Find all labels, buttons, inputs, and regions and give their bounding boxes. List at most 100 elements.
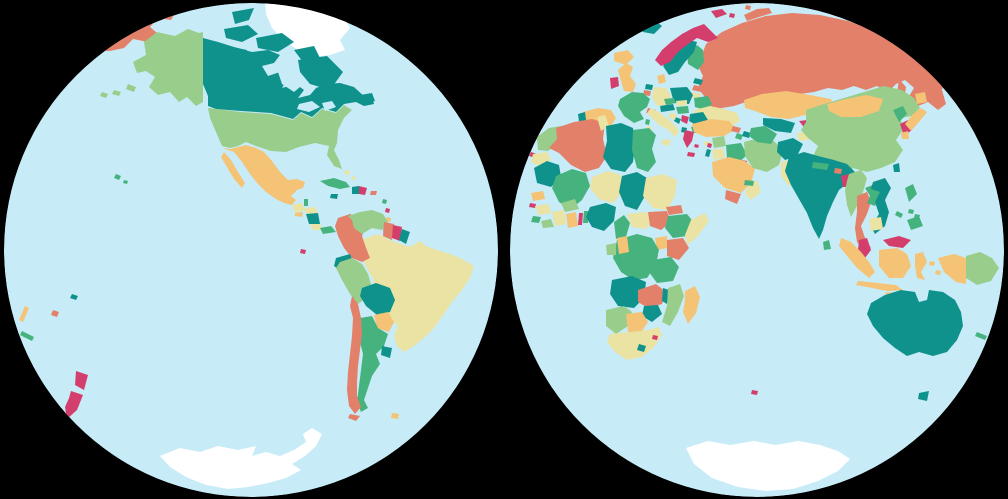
country-croatia (668, 113, 677, 120)
country-greek-islands (694, 144, 699, 148)
country-sri-lanka (823, 240, 831, 250)
country-tasmania (918, 391, 929, 401)
country-baffin-island (298, 56, 343, 90)
country-azerbaijan (742, 131, 751, 138)
country-indonesia (879, 248, 911, 278)
country-zimbabwe (642, 305, 662, 322)
western-hemisphere (4, 3, 498, 497)
country-uruguay (381, 346, 392, 358)
country-ireland (610, 77, 619, 89)
country-nepal (812, 162, 829, 170)
country-norway (655, 24, 718, 66)
country-alaska (133, 29, 203, 106)
country-uganda (655, 236, 667, 250)
country-austria (660, 104, 675, 112)
country-mexico (222, 145, 305, 205)
country-senegal (531, 191, 545, 201)
country-new-caledonia (975, 332, 987, 340)
country-mongolia (827, 95, 883, 117)
country-kenya (667, 238, 689, 260)
country-georgia (731, 126, 741, 133)
great-lakes-east (322, 101, 336, 111)
country-novaya-zemlya (744, 8, 772, 21)
country-hawaii (123, 180, 128, 184)
country-india (785, 152, 855, 239)
country-mozambique (662, 284, 684, 326)
country-crete (687, 152, 695, 157)
country-puerto-rico (370, 191, 377, 195)
country-arctic-island (256, 33, 294, 52)
country-new-caledonia (20, 331, 34, 341)
country-arctic-island (232, 8, 254, 24)
country-dominican-republic (359, 186, 367, 195)
country-brazil (362, 234, 474, 352)
eastern-hemisphere (510, 3, 1004, 497)
country-suriname (392, 225, 402, 241)
country-corsica (645, 119, 650, 125)
country-denmark (657, 74, 666, 84)
country-tierra-del-fuego (348, 414, 360, 421)
country-egypt (632, 128, 656, 172)
country-el-salvador (295, 212, 303, 217)
country-bosnia (674, 117, 681, 124)
country-nigeria (586, 203, 616, 231)
country-sudan (643, 174, 677, 210)
country-sicily (661, 139, 671, 146)
country-ghana (566, 212, 578, 228)
country-turkey (692, 119, 736, 137)
country-taiwan (893, 163, 900, 172)
country-malaysia (883, 236, 911, 248)
country-chad (619, 172, 647, 210)
country-estonia (693, 78, 703, 85)
country-poland (670, 87, 693, 104)
country-tunisia (597, 115, 609, 131)
country-fiji (51, 310, 59, 317)
country-madagascar (683, 286, 700, 324)
country-angola (610, 276, 646, 308)
country-somalia (685, 213, 709, 245)
country-franz-josef (745, 5, 751, 10)
country-indonesia (935, 270, 941, 275)
country-hawaii (114, 174, 121, 180)
country-israel (705, 149, 711, 157)
country-greece (683, 130, 694, 148)
country-togo (578, 213, 583, 225)
country-liberia (541, 219, 554, 228)
country-myanmar (845, 170, 867, 217)
country-svalbard (711, 9, 727, 18)
country-philippines (907, 216, 923, 230)
ocean-western (4, 3, 498, 497)
country-belgium (643, 90, 651, 96)
country-aleutian-islands (100, 92, 108, 98)
country-lesser-antilles (386, 217, 391, 222)
country-antarctica (160, 428, 322, 489)
country-czechia (664, 98, 676, 105)
country-belarus (694, 96, 712, 110)
country-haiti (352, 186, 359, 194)
country-libya (603, 123, 635, 172)
country-cambodia (869, 217, 883, 231)
country-united-kingdom (618, 63, 636, 92)
country-indonesia (839, 238, 875, 278)
country-algeria (549, 119, 607, 172)
country-italy (647, 108, 679, 137)
country-south-sudan (648, 211, 671, 230)
country-arctic-island (226, 46, 247, 60)
great-lakes (297, 101, 320, 112)
country-latvia (692, 85, 703, 92)
country-indonesia (915, 252, 927, 280)
country-thailand (855, 192, 871, 252)
country-mauritania (534, 161, 561, 187)
country-lebanon (707, 143, 712, 148)
country-eritrea (666, 205, 683, 215)
country-philippines (908, 209, 914, 214)
country-philippines (905, 184, 917, 202)
country-namibia (606, 306, 632, 334)
country-arctic-island (224, 25, 258, 42)
country-sweden (663, 40, 697, 75)
country-gabon (606, 243, 616, 255)
country-costa-rica (310, 224, 323, 230)
country-hungary (676, 106, 689, 114)
country-japan (915, 92, 927, 104)
